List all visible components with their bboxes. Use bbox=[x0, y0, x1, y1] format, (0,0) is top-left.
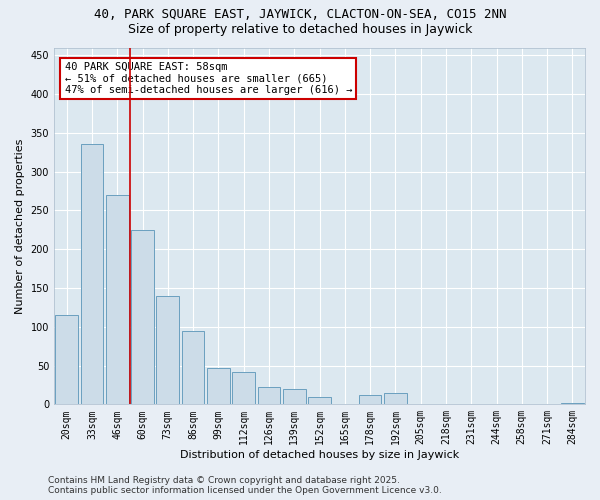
Bar bbox=[359, 395, 382, 404]
Y-axis label: Number of detached properties: Number of detached properties bbox=[15, 138, 25, 314]
Bar bbox=[283, 389, 305, 404]
Bar bbox=[257, 388, 280, 404]
Bar bbox=[106, 195, 128, 404]
Bar bbox=[207, 368, 230, 405]
Bar bbox=[232, 372, 255, 404]
Text: Size of property relative to detached houses in Jaywick: Size of property relative to detached ho… bbox=[128, 22, 472, 36]
Bar bbox=[157, 296, 179, 405]
Bar bbox=[131, 230, 154, 404]
Bar bbox=[308, 396, 331, 404]
Bar bbox=[384, 394, 407, 404]
Bar bbox=[182, 330, 205, 404]
Bar bbox=[80, 144, 103, 404]
Text: 40 PARK SQUARE EAST: 58sqm
← 51% of detached houses are smaller (665)
47% of sem: 40 PARK SQUARE EAST: 58sqm ← 51% of deta… bbox=[65, 62, 352, 95]
Bar bbox=[561, 403, 584, 404]
Bar bbox=[55, 315, 78, 404]
Text: Contains HM Land Registry data © Crown copyright and database right 2025.
Contai: Contains HM Land Registry data © Crown c… bbox=[48, 476, 442, 495]
Text: 40, PARK SQUARE EAST, JAYWICK, CLACTON-ON-SEA, CO15 2NN: 40, PARK SQUARE EAST, JAYWICK, CLACTON-O… bbox=[94, 8, 506, 20]
X-axis label: Distribution of detached houses by size in Jaywick: Distribution of detached houses by size … bbox=[180, 450, 459, 460]
